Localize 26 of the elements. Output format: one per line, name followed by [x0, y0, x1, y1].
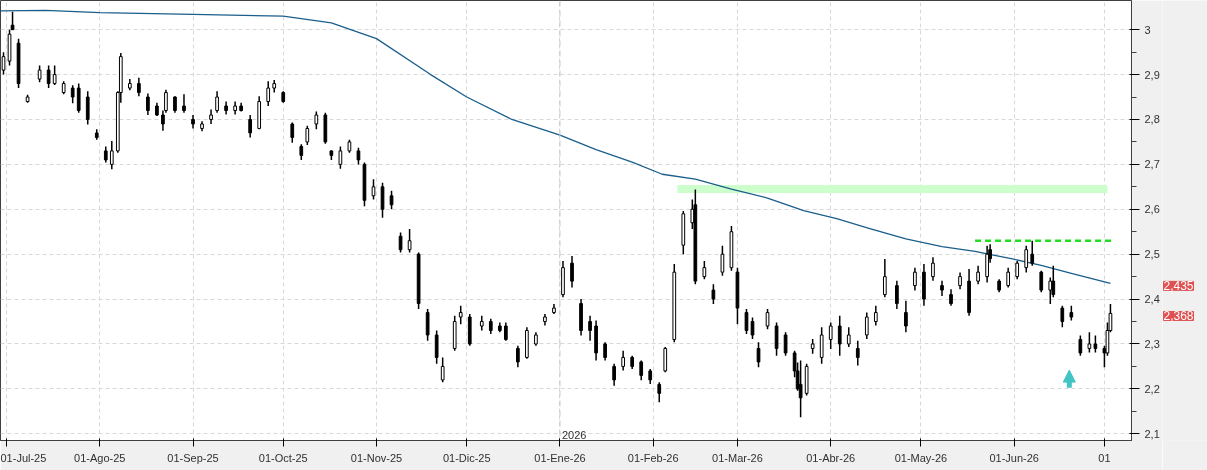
- y-tick-label: 3: [1144, 23, 1151, 36]
- text: 2,368: [1163, 309, 1194, 324]
- x-tick-label: 01-Sep-25: [167, 451, 219, 464]
- y-tick-label: 2,4: [1144, 293, 1160, 306]
- y-tick-label: 2,5: [1144, 248, 1160, 261]
- x-tick-label: 01-Mar-26: [712, 451, 763, 464]
- x-tick-label: 01-Feb-26: [627, 451, 679, 464]
- y-tick-label: 2,1: [1144, 427, 1160, 440]
- y-tick-label: 2,6: [1144, 203, 1160, 216]
- x-tick-label: 01: [1098, 451, 1111, 464]
- x-tick-label: 01-Nov-25: [350, 451, 403, 464]
- x-tick-label: 01-Dic-25: [442, 451, 491, 464]
- y-tick-label: 2,7: [1144, 158, 1160, 171]
- x-tick-label: 01-Ene-26: [534, 451, 586, 464]
- x-tick-label: 01-Abr-26: [806, 451, 856, 464]
- x-tick-label: 01-Ago-25: [74, 451, 126, 464]
- x-tick-label: 01-Jun-26: [989, 451, 1039, 464]
- y-tick-label: 2,8: [1144, 113, 1160, 126]
- x-tick-label: 01-Oct-25: [258, 451, 308, 464]
- y-tick-label: 2,3: [1144, 337, 1160, 350]
- x-tick-label: 01-Jul-25: [0, 451, 47, 464]
- x-tick-label: 01-May-26: [894, 451, 948, 464]
- ref-line-label: 2026: [561, 428, 587, 441]
- y-tick-label: 2,9: [1144, 68, 1160, 81]
- text: 2,435: [1163, 279, 1194, 294]
- y-tick-label: 2,2: [1144, 382, 1160, 395]
